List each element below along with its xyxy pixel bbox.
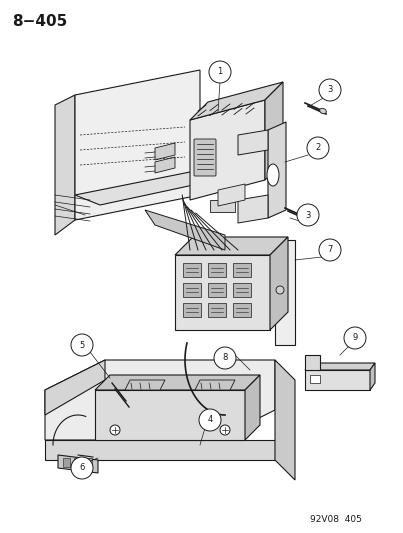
Circle shape bbox=[307, 137, 329, 159]
Circle shape bbox=[209, 61, 231, 83]
Bar bbox=[74, 458, 81, 467]
Polygon shape bbox=[233, 263, 251, 277]
Polygon shape bbox=[208, 283, 226, 297]
Circle shape bbox=[71, 334, 93, 356]
Polygon shape bbox=[190, 82, 283, 120]
Ellipse shape bbox=[320, 108, 326, 114]
Text: 2: 2 bbox=[316, 143, 321, 152]
Polygon shape bbox=[305, 363, 375, 370]
Polygon shape bbox=[45, 440, 275, 460]
Polygon shape bbox=[55, 95, 75, 235]
Polygon shape bbox=[175, 255, 270, 330]
Polygon shape bbox=[155, 157, 175, 173]
Text: 1: 1 bbox=[217, 68, 222, 77]
Polygon shape bbox=[145, 210, 225, 250]
Polygon shape bbox=[268, 122, 286, 218]
Text: 8: 8 bbox=[222, 353, 228, 362]
Circle shape bbox=[276, 286, 284, 294]
Bar bbox=[85, 458, 92, 467]
Bar bbox=[63, 458, 70, 467]
Polygon shape bbox=[75, 170, 240, 205]
FancyBboxPatch shape bbox=[194, 139, 216, 176]
Polygon shape bbox=[75, 70, 200, 220]
Polygon shape bbox=[95, 375, 260, 390]
Polygon shape bbox=[190, 100, 265, 200]
Polygon shape bbox=[218, 184, 245, 206]
Circle shape bbox=[319, 239, 341, 261]
Polygon shape bbox=[233, 283, 251, 297]
Text: 9: 9 bbox=[352, 334, 357, 343]
Polygon shape bbox=[183, 263, 201, 277]
Polygon shape bbox=[270, 237, 288, 330]
Polygon shape bbox=[195, 380, 235, 390]
Circle shape bbox=[110, 425, 120, 435]
Polygon shape bbox=[210, 200, 235, 212]
Polygon shape bbox=[183, 303, 201, 317]
Polygon shape bbox=[125, 380, 165, 390]
Polygon shape bbox=[183, 283, 201, 297]
Circle shape bbox=[214, 347, 236, 369]
Polygon shape bbox=[370, 363, 375, 390]
Circle shape bbox=[199, 409, 221, 431]
Circle shape bbox=[71, 457, 93, 479]
Text: 4: 4 bbox=[208, 416, 213, 424]
Bar bbox=[310, 375, 320, 383]
Polygon shape bbox=[175, 237, 288, 255]
Polygon shape bbox=[45, 360, 275, 440]
Circle shape bbox=[220, 425, 230, 435]
Text: 92V08  405: 92V08 405 bbox=[310, 515, 362, 524]
Polygon shape bbox=[233, 303, 251, 317]
Polygon shape bbox=[265, 82, 283, 180]
Polygon shape bbox=[305, 370, 370, 390]
Circle shape bbox=[297, 204, 319, 226]
Circle shape bbox=[344, 327, 366, 349]
Polygon shape bbox=[275, 240, 295, 345]
Polygon shape bbox=[275, 360, 295, 480]
Text: 3: 3 bbox=[305, 211, 311, 220]
Polygon shape bbox=[238, 195, 268, 223]
Polygon shape bbox=[155, 143, 175, 160]
Text: 6: 6 bbox=[79, 464, 85, 472]
Polygon shape bbox=[208, 303, 226, 317]
Text: 3: 3 bbox=[327, 85, 333, 94]
Polygon shape bbox=[245, 375, 260, 440]
Polygon shape bbox=[45, 360, 105, 415]
Ellipse shape bbox=[267, 164, 279, 186]
Polygon shape bbox=[95, 390, 245, 440]
Polygon shape bbox=[305, 355, 320, 370]
Ellipse shape bbox=[300, 213, 306, 219]
Text: 7: 7 bbox=[327, 246, 333, 254]
Text: 5: 5 bbox=[79, 341, 85, 350]
Polygon shape bbox=[208, 263, 226, 277]
Polygon shape bbox=[238, 130, 268, 155]
Circle shape bbox=[319, 79, 341, 101]
Text: 8−405: 8−405 bbox=[12, 14, 67, 29]
Polygon shape bbox=[58, 455, 98, 473]
